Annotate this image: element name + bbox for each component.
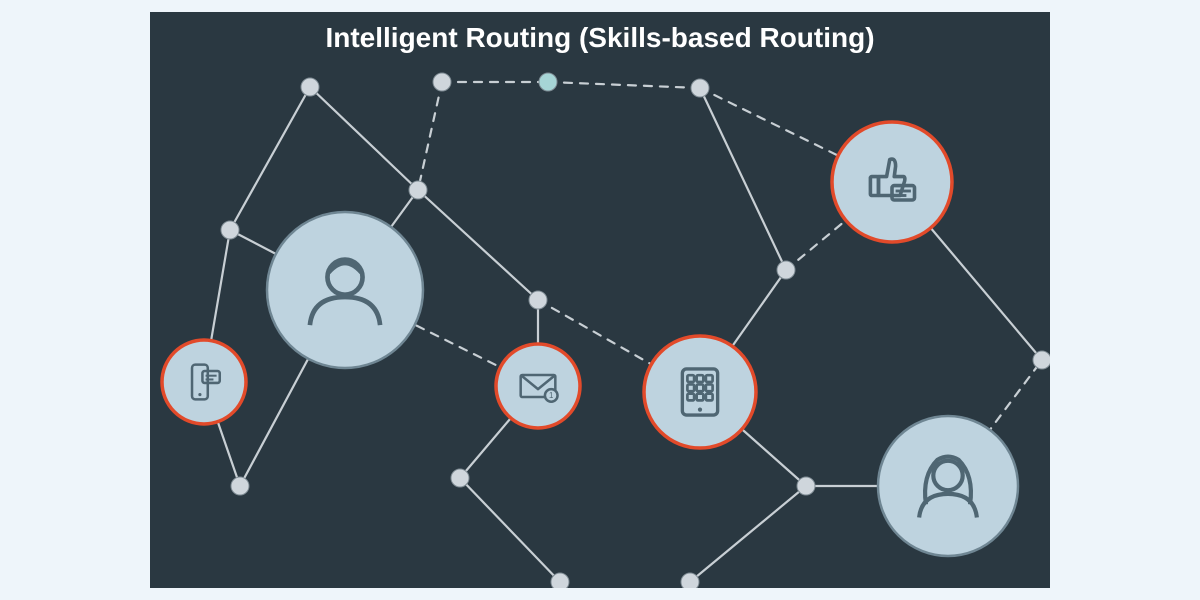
small-node xyxy=(539,73,557,91)
tablet-apps-node xyxy=(644,336,756,448)
female-user-node xyxy=(878,416,1018,556)
small-node xyxy=(1033,351,1051,369)
diagram-title: Intelligent Routing (Skills-based Routin… xyxy=(0,22,1200,54)
small-node xyxy=(691,79,709,97)
svg-text:1: 1 xyxy=(549,391,553,400)
routing-diagram: 1 xyxy=(0,0,1200,600)
small-node xyxy=(451,469,469,487)
phone-message-node xyxy=(162,340,246,424)
small-node xyxy=(409,181,427,199)
small-node xyxy=(231,477,249,495)
small-node xyxy=(797,477,815,495)
small-node xyxy=(777,261,795,279)
thumbs-up-chat-node xyxy=(832,122,952,242)
page-root: 1 Intelligent Routing (Skills-based Rout… xyxy=(0,0,1200,600)
small-node xyxy=(433,73,451,91)
small-node xyxy=(301,78,319,96)
small-node xyxy=(221,221,239,239)
male-user-node xyxy=(267,212,423,368)
small-node xyxy=(529,291,547,309)
mail-notification-node: 1 xyxy=(496,344,580,428)
